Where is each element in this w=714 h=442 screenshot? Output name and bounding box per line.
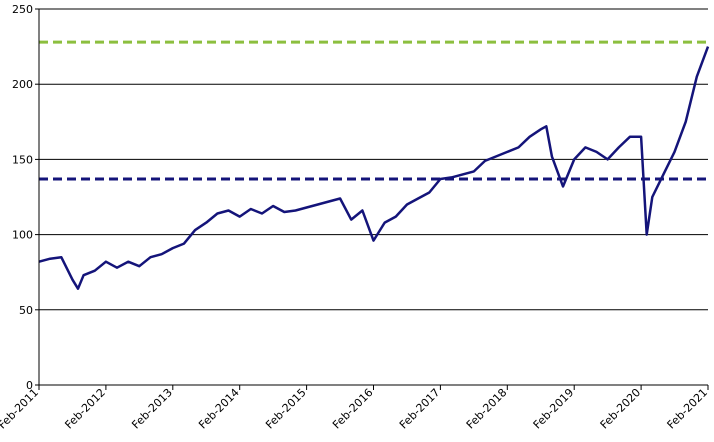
series-group <box>38 46 710 290</box>
x-tick-label: Feb-2018 <box>464 386 510 432</box>
x-tick-label: Feb-2012 <box>62 386 108 432</box>
x-tick-label: Feb-2019 <box>531 386 577 432</box>
y-axis-ticks: 0 50 100 150 200 250 <box>12 3 39 392</box>
x-tick-label: Feb-2011 <box>0 386 41 432</box>
x-tick-label: Feb-2014 <box>196 386 242 432</box>
y-tick-label: 200 <box>12 78 33 91</box>
y-tick-label: 50 <box>19 304 33 317</box>
x-axis-ticks: Feb-2011 Feb-2012 Feb-2013 Feb-2014 Feb-2015… <box>0 385 710 432</box>
series-line <box>38 46 710 290</box>
y-tick-label: 150 <box>12 153 33 166</box>
x-tick-label: Feb-2015 <box>263 386 309 432</box>
x-tick-label: Feb-2013 <box>129 386 175 432</box>
gridlines <box>39 8 708 311</box>
y-tick-label: 100 <box>12 229 33 242</box>
y-tick-label: 250 <box>12 3 33 16</box>
x-tick-label: Feb-2020 <box>598 386 644 432</box>
x-tick-label: Feb-2021 <box>665 386 711 432</box>
x-tick-label: Feb-2017 <box>397 386 443 432</box>
y-tick-label: 0 <box>26 379 33 392</box>
x-tick-label: Feb-2016 <box>330 386 376 432</box>
